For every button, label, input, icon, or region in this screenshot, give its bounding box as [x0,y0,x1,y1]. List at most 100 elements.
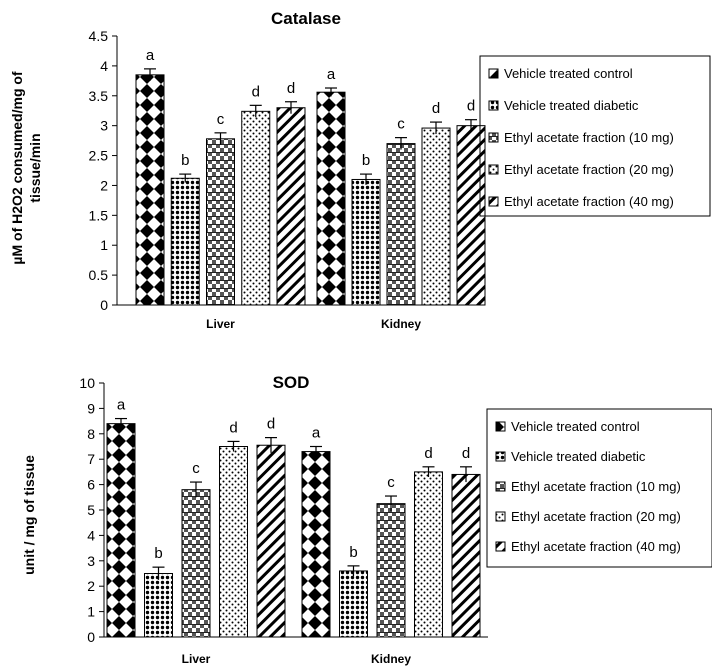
legend-entry: Vehicle treated control [504,66,633,81]
bar [135,74,165,306]
bar [144,573,173,638]
legend-entry: Ethyl acetate fraction (40 mg) [511,539,681,554]
catalase-legend: Vehicle treated control Vehicle treated d… [479,55,711,217]
sod-title: SOD [273,373,310,392]
significance-label: a [117,397,126,414]
legend-swatch [495,481,506,492]
catalase-bars: a b c d d a b c d d [135,47,486,306]
sod-y-tick-label: 0 [87,629,95,645]
significance-label: b [349,544,357,561]
catalase-y-axis-label-line2: tissue/min [27,133,43,202]
significance-label: c [217,111,225,128]
sod-bars: a b c d d a b c d d [106,397,481,638]
legend-swatch [495,421,506,432]
significance-label: a [146,47,155,64]
significance-label: b [362,152,370,169]
legend-entry: Ethyl acetate fraction (20 mg) [504,162,674,177]
catalase-y-tick-label: 4.5 [89,28,109,44]
catalase-chart: Catalase µM of H2O2 consumed/mg of tissu… [9,9,711,331]
bar [414,471,443,638]
sod-y-tick-label: 10 [79,375,95,391]
bar [181,489,211,638]
catalase-y-axis: 0 0.5 1 1.5 2 2.5 3 3.5 4 4.5 [89,28,476,313]
catalase-y-tick-label: 4 [100,58,108,74]
legend-entry: Vehicle treated diabetic [504,98,639,113]
sod-y-tick-label: 9 [87,400,95,416]
bar [316,91,346,306]
bar [276,107,306,306]
legend-swatch [495,511,506,522]
catalase-y-tick-label: 0 [100,297,108,313]
significance-label: c [387,474,395,491]
sod-category-labels: Liver Kidney [182,652,412,666]
significance-label: d [229,419,237,436]
bar [456,125,486,306]
significance-label: c [397,116,405,133]
significance-label: c [192,460,200,477]
sod-y-tick-label: 6 [87,477,95,493]
bar [451,473,481,638]
catalase-y-tick-label: 1 [100,237,108,253]
bar [241,110,271,306]
catalase-y-tick-label: 1.5 [89,207,109,223]
significance-label: d [462,445,470,462]
legend-entry: Ethyl acetate fraction (40 mg) [504,194,674,209]
significance-label: d [287,80,295,97]
bar [256,444,286,638]
category-label: Liver [182,652,211,666]
significance-label: b [154,545,162,562]
legend-entry: Vehicle treated control [511,419,640,434]
legend-swatch [488,100,499,111]
sod-legend-box [486,408,712,568]
sod-legend: Vehicle treated control Vehicle treated d… [486,408,712,568]
significance-label: a [327,66,336,83]
legend-swatch [488,164,499,175]
legend-swatch [488,196,499,207]
catalase-y-tick-label: 2.5 [89,148,109,164]
legend-swatch [488,132,499,143]
legend-swatch [488,68,499,79]
catalase-category-labels: Liver Kidney [206,317,421,331]
sod-y-tick-label: 8 [87,426,95,442]
sod-y-tick-label: 4 [87,527,95,543]
catalase-y-tick-label: 0.5 [89,267,109,283]
catalase-legend-box [479,55,711,217]
sod-y-tick-label: 5 [87,502,95,518]
significance-label: d [252,83,260,100]
bar [219,446,248,638]
category-label: Liver [206,317,235,331]
significance-label: d [467,98,475,115]
bar [106,423,136,638]
catalase-title: Catalase [271,9,341,28]
significance-label: b [181,152,189,169]
bar [301,451,331,638]
bar [421,127,451,306]
bar [386,143,416,306]
bar [376,503,406,638]
catalase-y-tick-label: 3 [100,118,108,134]
sod-y-tick-label: 1 [87,604,95,620]
bar [170,177,200,306]
bar [351,178,381,306]
legend-entry: Vehicle treated diabetic [511,449,646,464]
sod-y-axis-label: unit / mg of tissue [21,455,37,575]
legend-entry: Ethyl acetate fraction (10 mg) [511,479,681,494]
catalase-y-tick-label: 3.5 [89,88,109,104]
significance-label: d [424,445,432,462]
catalase-y-tick-label: 2 [100,177,108,193]
category-label: Kidney [381,317,421,331]
bar [339,570,368,638]
bar [206,138,235,306]
legend-entry: Ethyl acetate fraction (10 mg) [504,130,674,145]
significance-label: a [312,425,321,442]
sod-y-tick-label: 2 [87,578,95,594]
legend-entry: Ethyl acetate fraction (20 mg) [511,509,681,524]
catalase-y-axis-label-line1: µM of H2O2 consumed/mg of [9,71,25,265]
category-label: Kidney [371,652,411,666]
sod-y-tick-label: 7 [87,451,95,467]
significance-label: d [267,416,275,433]
significance-label: d [432,100,440,117]
sod-y-tick-label: 3 [87,553,95,569]
legend-swatch [495,541,506,552]
